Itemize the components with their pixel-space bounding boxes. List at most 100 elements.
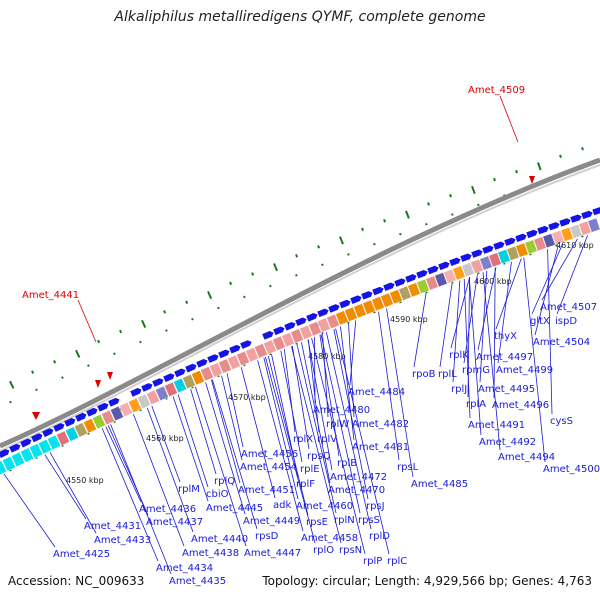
gc-dot [191, 317, 194, 321]
gene-arrow [240, 340, 252, 349]
gc-dot [347, 253, 350, 256]
gene-label: rplQ [214, 476, 235, 487]
leader-line [105, 426, 142, 503]
gc-dot [537, 162, 542, 171]
gene-label: Amet_4458 [301, 533, 358, 544]
gene-block [362, 299, 376, 315]
gene-label: Amet_4440 [191, 534, 248, 545]
gene-label: rplE [300, 464, 320, 475]
gene-block [434, 272, 448, 288]
gc-dot [339, 236, 344, 245]
gc-dot [31, 370, 35, 374]
leader-line [547, 249, 553, 415]
leader-line [301, 342, 331, 484]
gene-label: Amet_4445 [206, 503, 263, 514]
gc-dot [163, 310, 167, 314]
gene-label: Amet_4485 [411, 479, 468, 490]
leader-line [307, 339, 333, 471]
gc-dot [581, 146, 584, 151]
gene-arrow [163, 373, 175, 383]
gene-block [560, 227, 574, 242]
gene-block [533, 236, 547, 252]
gene-label: rpoB [412, 369, 436, 380]
gene-block [470, 258, 484, 274]
gene-block [497, 249, 511, 264]
gene-label: rplA [466, 399, 486, 410]
gene-block [587, 217, 600, 233]
red-marker [529, 176, 535, 184]
gene-arrow [438, 261, 450, 271]
gene-label: Amet_4496 [492, 400, 549, 411]
genome-backbone [0, 157, 600, 449]
gene-label: Amet_4492 [479, 437, 536, 448]
gene-label: Amet_4507 [540, 302, 597, 313]
gene-arrow [86, 407, 98, 417]
leader-line [349, 320, 357, 386]
gene-label: Amet_4504 [533, 337, 590, 348]
gene-block [578, 220, 592, 236]
gene-arrow [262, 331, 274, 340]
label-leaders [3, 235, 588, 575]
leader-line [495, 258, 522, 330]
gc-dot [493, 177, 496, 182]
gene-label: rplW [326, 419, 349, 430]
gene-block [353, 303, 367, 319]
gene-label: rpsL [397, 462, 419, 473]
gene-block [461, 262, 475, 278]
gc-dot [515, 169, 518, 174]
leader-line [195, 386, 247, 547]
gene-label: rplP [363, 556, 382, 567]
leader-line [450, 276, 471, 349]
gc-dot [217, 306, 220, 310]
gene-label: Amet_4456 [241, 449, 298, 460]
gene-arrow [471, 249, 483, 258]
gene-arrow [570, 214, 582, 223]
leader-line [291, 345, 310, 450]
gene-arrow [427, 265, 439, 275]
leader-line [280, 350, 303, 463]
gc-dot [317, 323, 321, 327]
gene-block [191, 370, 205, 386]
kbp-label: 4550 kbp [66, 476, 104, 485]
gc-dot [165, 329, 168, 332]
gene-label: cbiO [206, 489, 229, 500]
gc-dot [295, 254, 299, 258]
gc-dot [405, 210, 410, 219]
gene-label: rplN [334, 515, 355, 526]
leader-line [291, 346, 342, 544]
leader-line [325, 332, 372, 530]
gene-block [542, 233, 556, 249]
gc-dot [361, 227, 365, 232]
gene-label: rplC [387, 556, 407, 567]
gene-arrow [592, 207, 600, 216]
gene-block [425, 275, 439, 291]
gene-block [326, 313, 340, 329]
gc-dot [317, 245, 321, 249]
gene-block [263, 339, 277, 355]
gc-dot [87, 364, 90, 367]
gene-label: Amet_4482 [352, 419, 409, 430]
gene-arrow [339, 299, 351, 309]
gene-label: rplO [313, 545, 334, 556]
leader-line [263, 357, 299, 500]
gene-label: Amet_4480 [313, 405, 370, 416]
gc-dot [119, 329, 123, 334]
leader-line [477, 267, 497, 351]
gene-arrow [317, 308, 329, 318]
leader-line [463, 274, 478, 364]
gene-arrow [394, 278, 406, 287]
gene-labels: Amet_4425 Amet_4431 Amet_4433 Amet_4434 … [53, 302, 600, 587]
gene-block [281, 332, 295, 348]
gene-block [380, 292, 394, 308]
leader-line [296, 343, 337, 514]
gene-label: Amet_4460 [296, 501, 353, 512]
gene-block [299, 324, 313, 340]
gc-dot [53, 360, 57, 364]
gene-arrow [405, 274, 417, 283]
gene-block [56, 430, 70, 446]
gc-dot [451, 213, 454, 216]
gene-arrow [581, 210, 593, 220]
leader-line [482, 272, 501, 451]
gene-block [236, 350, 250, 366]
leader-line [205, 382, 246, 515]
